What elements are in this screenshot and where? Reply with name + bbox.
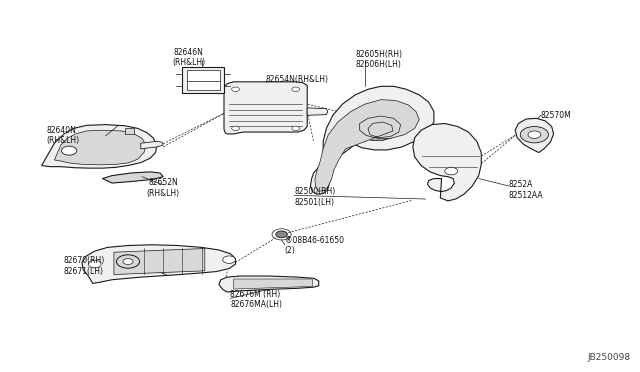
Text: 82676M (RH)
82676MA(LH): 82676M (RH) 82676MA(LH)	[230, 290, 282, 309]
Circle shape	[520, 126, 548, 143]
Text: 82652N
(RH&LH): 82652N (RH&LH)	[147, 178, 180, 198]
Circle shape	[232, 87, 239, 92]
Text: 8252A: 8252A	[509, 180, 533, 189]
Polygon shape	[307, 108, 328, 115]
Circle shape	[61, 146, 77, 155]
Circle shape	[223, 256, 236, 263]
Text: 82654N(RH&LH): 82654N(RH&LH)	[266, 76, 328, 84]
Polygon shape	[234, 279, 312, 289]
Circle shape	[445, 167, 458, 175]
Circle shape	[292, 87, 300, 92]
Polygon shape	[413, 124, 481, 201]
Polygon shape	[219, 276, 319, 292]
Text: 82512AA: 82512AA	[509, 191, 543, 200]
Polygon shape	[114, 248, 205, 275]
Polygon shape	[125, 128, 134, 134]
Polygon shape	[315, 100, 419, 191]
Polygon shape	[54, 130, 146, 165]
Text: 82500(RH)
82501(LH): 82500(RH) 82501(LH)	[294, 187, 335, 207]
Polygon shape	[102, 172, 163, 183]
Circle shape	[123, 259, 133, 264]
Polygon shape	[224, 82, 307, 134]
Circle shape	[276, 231, 287, 238]
Polygon shape	[141, 141, 163, 149]
Polygon shape	[515, 118, 554, 153]
Text: 82670(RH)
82671(LH): 82670(RH) 82671(LH)	[64, 256, 105, 276]
Polygon shape	[187, 70, 220, 90]
Text: ®08B46-61650
(2): ®08B46-61650 (2)	[285, 236, 344, 255]
Polygon shape	[82, 245, 236, 283]
Polygon shape	[310, 86, 434, 194]
Text: 82646N
(RH&LH): 82646N (RH&LH)	[172, 48, 205, 67]
Text: 82640N
(RH&LH): 82640N (RH&LH)	[46, 126, 79, 145]
Text: 82570M: 82570M	[541, 111, 572, 120]
Text: 82605H(RH)
82606H(LH): 82605H(RH) 82606H(LH)	[355, 50, 402, 69]
Polygon shape	[42, 125, 157, 168]
Polygon shape	[182, 67, 224, 93]
Circle shape	[88, 260, 101, 268]
Circle shape	[116, 255, 140, 268]
Text: JB250098: JB250098	[588, 353, 630, 362]
Circle shape	[292, 126, 300, 131]
Circle shape	[528, 131, 541, 138]
Circle shape	[232, 126, 239, 131]
